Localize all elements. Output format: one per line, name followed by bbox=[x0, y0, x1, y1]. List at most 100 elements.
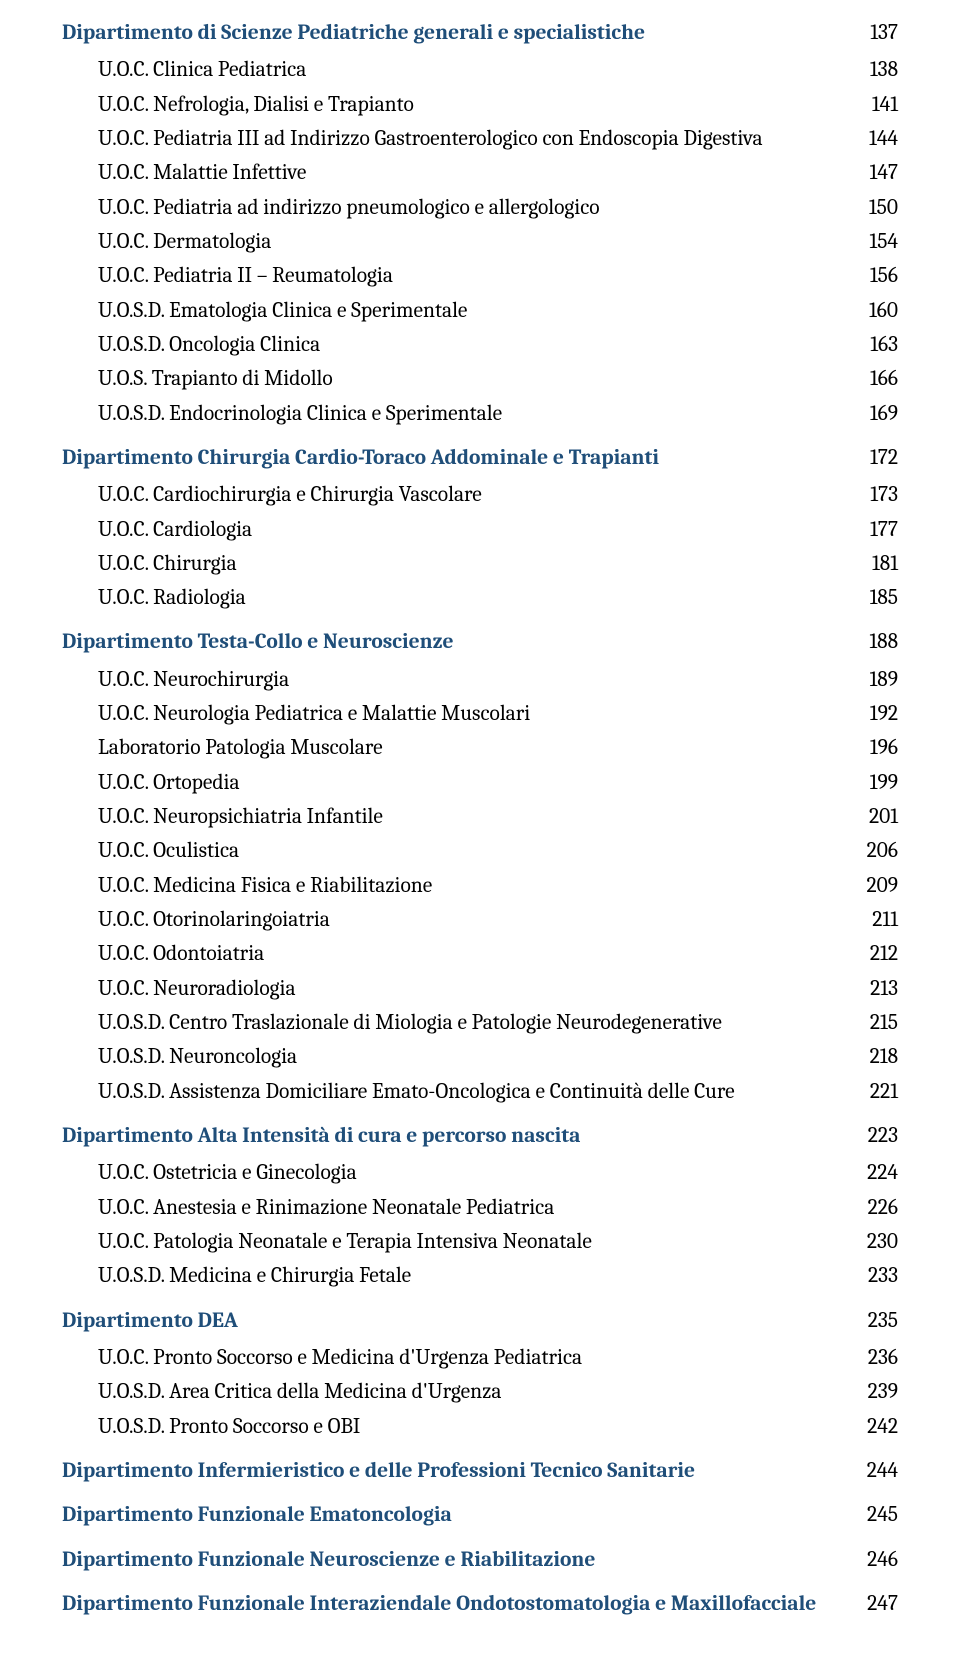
toc-item[interactable]: U.O.S.D. Centro Traslazionale di Miologi… bbox=[62, 1007, 898, 1040]
toc-item-label: U.O.C. Pediatria II – Reumatologia bbox=[62, 260, 393, 293]
toc-section-header[interactable]: Dipartimento Alta Intensità di cura e pe… bbox=[62, 1119, 898, 1153]
toc-section-page: 244 bbox=[867, 1454, 898, 1488]
toc-item-page: 150 bbox=[869, 192, 898, 225]
toc-section-header[interactable]: Dipartimento Chirurgia Cardio-Toraco Add… bbox=[62, 441, 898, 475]
toc-section-page: 137 bbox=[870, 16, 898, 50]
toc-section-title: Dipartimento di Scienze Pediatriche gene… bbox=[62, 16, 645, 50]
toc-section-header[interactable]: Dipartimento Infermieristico e delle Pro… bbox=[62, 1454, 898, 1488]
toc-item[interactable]: U.O.S.D. Neuroncologia218 bbox=[62, 1041, 898, 1074]
toc-item[interactable]: U.O.C. Nefrologia, Dialisi e Trapianto 14… bbox=[62, 89, 898, 122]
toc-item[interactable]: U.O.C. Pronto Soccorso e Medicina d'Urge… bbox=[62, 1342, 898, 1375]
toc-item[interactable]: U.O.S.D. Endocrinologia Clinica e Sperim… bbox=[62, 398, 898, 431]
toc-item-page: 141 bbox=[872, 89, 898, 122]
toc-item[interactable]: U.O.C. Neurologia Pediatrica e Malattie … bbox=[62, 698, 898, 731]
toc-item[interactable]: U.O.C. Neuroradiologia 213 bbox=[62, 973, 898, 1006]
toc-item-page: 199 bbox=[870, 767, 898, 800]
toc-item-page: 236 bbox=[868, 1342, 898, 1375]
toc-item[interactable]: U.O.C. Pediatria II – Reumatologia 156 bbox=[62, 260, 898, 293]
toc-item[interactable]: U.O.C. Anestesia e Rinimazione Neonatale… bbox=[62, 1192, 898, 1225]
toc-section-title: Dipartimento Infermieristico e delle Pro… bbox=[62, 1454, 695, 1488]
toc-item-page: 156 bbox=[870, 260, 898, 293]
toc-item[interactable]: U.O.S.D. Medicina e Chirurgia Fetale233 bbox=[62, 1260, 898, 1293]
toc-item[interactable]: U.O.S.D. Area Critica della Medicina d'U… bbox=[62, 1376, 898, 1409]
toc-item-label: U.O.C. Neurologia Pediatrica e Malattie … bbox=[62, 698, 530, 731]
toc-item-page: 212 bbox=[870, 938, 898, 971]
toc-item[interactable]: U.O.C. Malattie Infettive147 bbox=[62, 157, 898, 190]
toc-item[interactable]: U.O.C. Cardiochirurgia e Chirurgia Vasco… bbox=[62, 479, 898, 512]
toc-item-label: U.O.C. Pediatria III ad Indirizzo Gastro… bbox=[62, 123, 763, 156]
toc-item[interactable]: U.O.C. Dermatologia154 bbox=[62, 226, 898, 259]
toc-item-label: U.O.S.D. Ematologia Clinica e Sperimenta… bbox=[62, 295, 467, 328]
toc-item-label: U.O.C. Cardiologia bbox=[62, 514, 252, 547]
toc-item[interactable]: U.O.C. Pediatria III ad Indirizzo Gastro… bbox=[62, 123, 898, 156]
toc-section-page: 246 bbox=[867, 1543, 898, 1577]
toc-item-page: 213 bbox=[870, 973, 898, 1006]
toc-item-label: U.O.C. Odontoiatria bbox=[62, 938, 264, 971]
toc-item-page: 138 bbox=[870, 54, 898, 87]
toc-item-page: 230 bbox=[867, 1226, 898, 1259]
toc-item-label: U.O.C. Nefrologia, Dialisi e Trapianto bbox=[62, 89, 414, 122]
toc-item[interactable]: U.O.S.D. Pronto Soccorso e OBI 242 bbox=[62, 1411, 898, 1444]
toc-item-label: U.O.S.D. Assistenza Domiciliare Emato-On… bbox=[62, 1076, 735, 1109]
toc-section-page: 188 bbox=[869, 625, 898, 659]
toc-item-page: 226 bbox=[868, 1192, 898, 1225]
toc-item-label: U.O.C. Otorinolaringoiatria bbox=[62, 904, 330, 937]
toc-section-header[interactable]: Dipartimento Funzionale Neuroscienze e R… bbox=[62, 1543, 898, 1577]
toc-item-label: U.O.S.D. Pronto Soccorso e OBI bbox=[62, 1411, 360, 1444]
toc-section-header[interactable]: Dipartimento Funzionale Ematoncologia245 bbox=[62, 1498, 898, 1532]
toc-item[interactable]: U.O.C. Radiologia185 bbox=[62, 582, 898, 615]
toc-item-label: Laboratorio Patologia Muscolare bbox=[62, 732, 383, 765]
toc-item-page: 154 bbox=[869, 226, 898, 259]
toc-item[interactable]: U.O.C. Oculistica206 bbox=[62, 835, 898, 868]
toc-item-label: U.O.C. Neuroradiologia bbox=[62, 973, 296, 1006]
toc-item[interactable]: U.O.C. Ortopedia199 bbox=[62, 767, 898, 800]
toc-item[interactable]: U.O.S.D. Oncologia Clinica163 bbox=[62, 329, 898, 362]
toc-item-page: 209 bbox=[866, 870, 898, 903]
toc-item-page: 196 bbox=[870, 732, 898, 765]
toc-item[interactable]: U.O.C. Cardiologia 177 bbox=[62, 514, 898, 547]
toc-item[interactable]: U.O.S.D. Assistenza Domiciliare Emato-On… bbox=[62, 1076, 898, 1109]
toc-item-page: 201 bbox=[869, 801, 898, 834]
toc-item[interactable]: U.O.C. Neurochirurgia189 bbox=[62, 664, 898, 697]
toc-item[interactable]: U.O.C. Clinica Pediatrica 138 bbox=[62, 54, 898, 87]
toc-item[interactable]: U.O.C. Neuropsichiatria Infantile 201 bbox=[62, 801, 898, 834]
toc-item[interactable]: U.O.C. Ostetricia e Ginecologia224 bbox=[62, 1157, 898, 1190]
toc-item-label: U.O.S.D. Neuroncologia bbox=[62, 1041, 297, 1074]
toc-item[interactable]: U.O.C. Medicina Fisica e Riabilitazione2… bbox=[62, 870, 898, 903]
toc-section-header[interactable]: Dipartimento Funzionale Interaziendale O… bbox=[62, 1587, 898, 1621]
toc-section-page: 247 bbox=[867, 1587, 898, 1621]
toc-item-page: 169 bbox=[870, 398, 898, 431]
toc-item-page: 163 bbox=[870, 329, 898, 362]
toc-item-label: U.O.C. Oculistica bbox=[62, 835, 239, 868]
toc-section-title: Dipartimento Chirurgia Cardio-Toraco Add… bbox=[62, 441, 659, 475]
toc-item[interactable]: Laboratorio Patologia Muscolare 196 bbox=[62, 732, 898, 765]
table-of-contents: Dipartimento di Scienze Pediatriche gene… bbox=[62, 16, 898, 1621]
toc-item-label: U.O.S.D. Centro Traslazionale di Miologi… bbox=[62, 1007, 722, 1040]
toc-item[interactable]: U.O.S.D. Ematologia Clinica e Sperimenta… bbox=[62, 295, 898, 328]
toc-section-page: 223 bbox=[868, 1119, 898, 1153]
toc-item-page: 211 bbox=[872, 904, 898, 937]
toc-section-title: Dipartimento Alta Intensità di cura e pe… bbox=[62, 1119, 580, 1153]
toc-item[interactable]: U.O.C. Chirurgia181 bbox=[62, 548, 898, 581]
toc-section-header[interactable]: Dipartimento Testa-Collo e Neuroscienze 1… bbox=[62, 625, 898, 659]
toc-item-page: 215 bbox=[870, 1007, 898, 1040]
toc-item[interactable]: U.O.S. Trapianto di Midollo166 bbox=[62, 363, 898, 396]
toc-item[interactable]: U.O.C. Patologia Neonatale e Terapia Int… bbox=[62, 1226, 898, 1259]
toc-item-page: 160 bbox=[869, 295, 898, 328]
toc-item-page: 242 bbox=[867, 1411, 898, 1444]
toc-item[interactable]: U.O.C. Otorinolaringoiatria 211 bbox=[62, 904, 898, 937]
toc-item-page: 192 bbox=[870, 698, 898, 731]
toc-item-label: U.O.S.D. Area Critica della Medicina d'U… bbox=[62, 1376, 501, 1409]
toc-item-label: U.O.C. Neuropsichiatria Infantile bbox=[62, 801, 383, 834]
toc-item-page: 177 bbox=[870, 514, 898, 547]
toc-item-label: U.O.C. Clinica Pediatrica bbox=[62, 54, 306, 87]
toc-item-page: 233 bbox=[868, 1260, 898, 1293]
toc-section-title: Dipartimento Testa-Collo e Neuroscienze bbox=[62, 625, 453, 659]
toc-item[interactable]: U.O.C. Pediatria ad indirizzo pneumologi… bbox=[62, 192, 898, 225]
toc-item-label: U.O.S. Trapianto di Midollo bbox=[62, 363, 333, 396]
toc-item-label: U.O.C. Ostetricia e Ginecologia bbox=[62, 1157, 357, 1190]
toc-section-page: 172 bbox=[870, 441, 898, 475]
toc-section-header[interactable]: Dipartimento di Scienze Pediatriche gene… bbox=[62, 16, 898, 50]
toc-section-header[interactable]: Dipartimento DEA235 bbox=[62, 1304, 898, 1338]
toc-item[interactable]: U.O.C. Odontoiatria 212 bbox=[62, 938, 898, 971]
